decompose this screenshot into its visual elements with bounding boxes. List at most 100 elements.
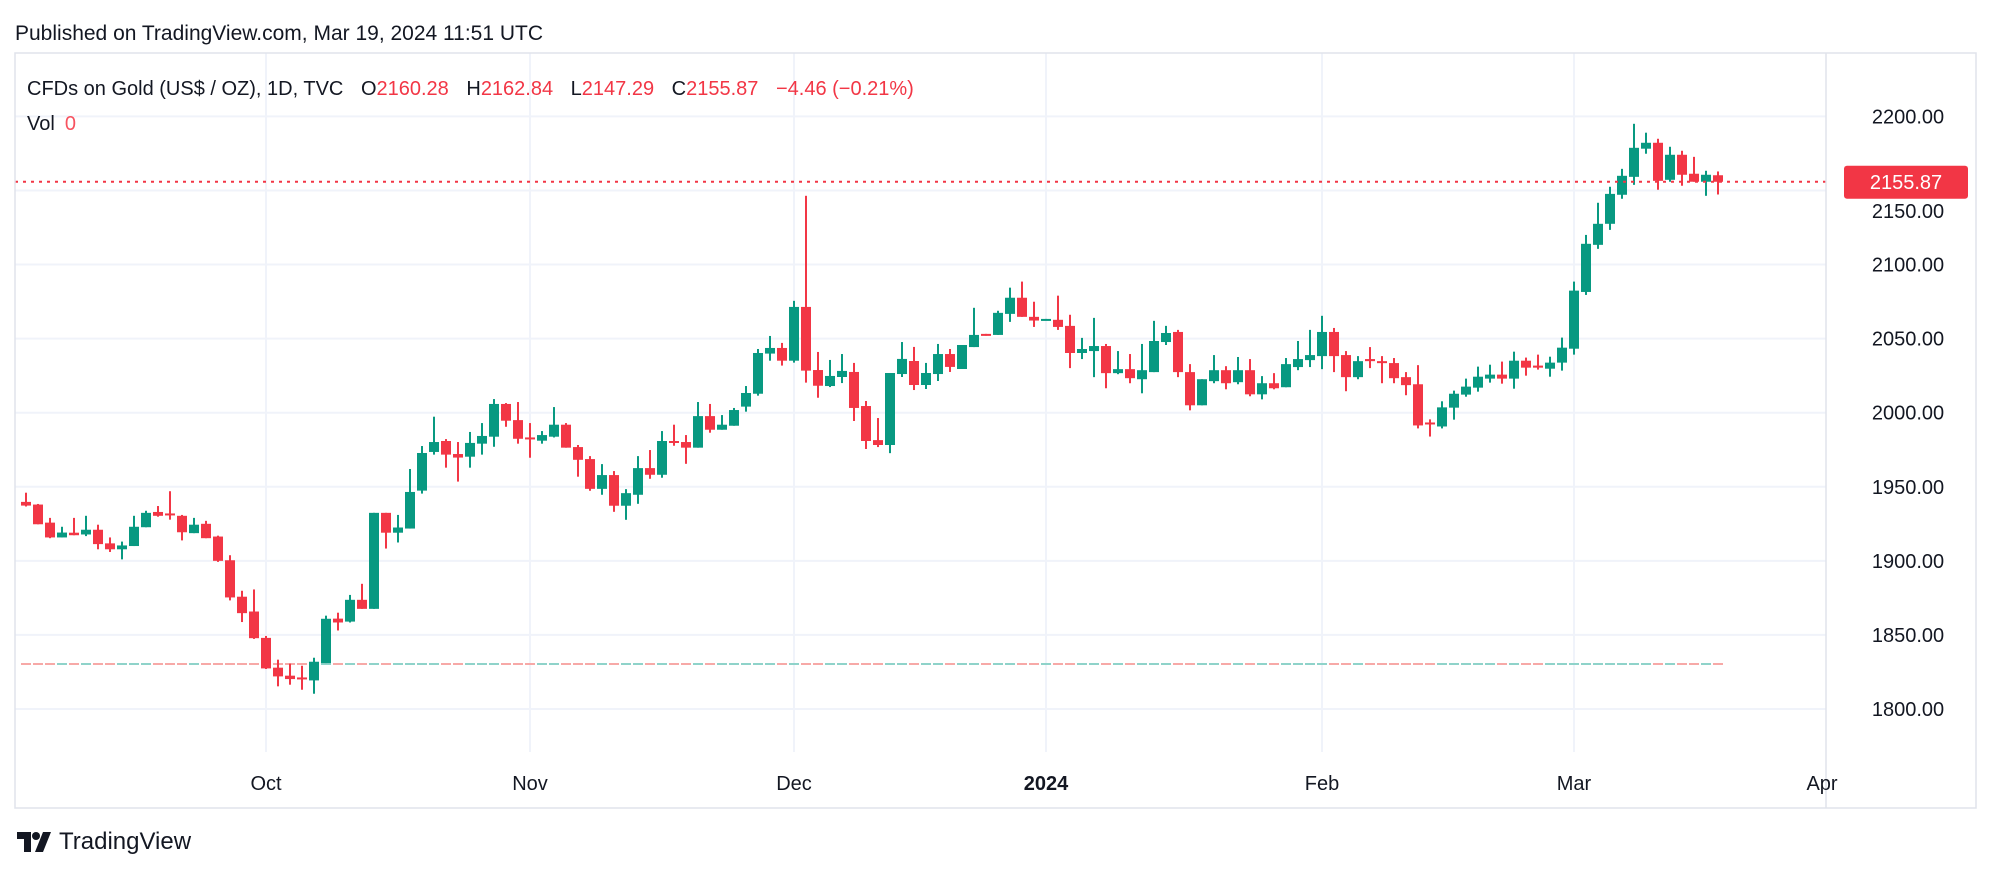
candle[interactable] xyxy=(1713,171,1723,195)
candle[interactable] xyxy=(393,514,403,543)
candle[interactable] xyxy=(885,372,895,454)
candle[interactable] xyxy=(1377,356,1387,384)
candle[interactable] xyxy=(309,657,319,694)
candle[interactable] xyxy=(585,456,595,491)
candle[interactable] xyxy=(477,423,487,455)
candle[interactable] xyxy=(1701,170,1711,196)
candle[interactable] xyxy=(201,520,211,539)
candle[interactable] xyxy=(1653,138,1663,190)
candle[interactable] xyxy=(321,615,331,664)
candle[interactable] xyxy=(381,512,391,549)
candle[interactable] xyxy=(177,514,187,541)
candle[interactable] xyxy=(1209,355,1219,384)
candle[interactable] xyxy=(1017,281,1027,317)
candle[interactable] xyxy=(645,450,655,479)
candle[interactable] xyxy=(1473,366,1483,392)
candle[interactable] xyxy=(1353,356,1363,380)
candle[interactable] xyxy=(525,423,535,458)
candle[interactable] xyxy=(225,555,235,601)
candle[interactable] xyxy=(861,400,871,449)
candle[interactable] xyxy=(417,446,427,494)
candle[interactable] xyxy=(1029,301,1039,327)
candle[interactable] xyxy=(1269,373,1279,390)
candle[interactable] xyxy=(1629,123,1639,185)
candle[interactable] xyxy=(1005,287,1015,322)
candle[interactable] xyxy=(213,535,223,562)
candle[interactable] xyxy=(753,348,763,396)
candle[interactable] xyxy=(1245,359,1255,397)
candle[interactable] xyxy=(1329,327,1339,373)
candle[interactable] xyxy=(849,362,859,421)
candle[interactable] xyxy=(1341,351,1351,392)
candle[interactable] xyxy=(837,354,847,384)
candle[interactable] xyxy=(81,515,91,537)
candle[interactable] xyxy=(1125,354,1135,384)
candle[interactable] xyxy=(981,333,991,336)
candle[interactable] xyxy=(537,431,547,444)
candle[interactable] xyxy=(1593,202,1603,249)
candle[interactable] xyxy=(357,583,367,609)
candle[interactable] xyxy=(693,402,703,448)
candle[interactable] xyxy=(717,415,727,430)
candle[interactable] xyxy=(1581,234,1591,295)
candle[interactable] xyxy=(129,515,139,547)
candle[interactable] xyxy=(1293,340,1303,371)
candle[interactable] xyxy=(1401,372,1411,396)
candle[interactable] xyxy=(1437,401,1447,429)
candle[interactable] xyxy=(1113,351,1123,375)
candle[interactable] xyxy=(1509,351,1519,389)
candle[interactable] xyxy=(1569,281,1579,355)
candle[interactable] xyxy=(1677,150,1687,186)
candle[interactable] xyxy=(1197,379,1207,406)
candle[interactable] xyxy=(57,526,67,538)
candle[interactable] xyxy=(681,435,691,464)
candle[interactable] xyxy=(1173,329,1183,378)
candle[interactable] xyxy=(1413,365,1423,429)
candle[interactable] xyxy=(1557,337,1567,371)
candle[interactable] xyxy=(1233,356,1243,385)
candle[interactable] xyxy=(1461,378,1471,397)
candle[interactable] xyxy=(93,524,103,550)
candle[interactable] xyxy=(333,612,343,631)
candle[interactable] xyxy=(261,635,271,669)
candle[interactable] xyxy=(489,399,499,447)
candle[interactable] xyxy=(273,659,283,687)
candle[interactable] xyxy=(549,407,559,438)
candle[interactable] xyxy=(501,403,511,427)
candle[interactable] xyxy=(945,348,955,372)
candle[interactable] xyxy=(69,517,79,536)
candle[interactable] xyxy=(1053,295,1063,330)
candle[interactable] xyxy=(1101,343,1111,389)
candle[interactable] xyxy=(1521,357,1531,376)
candle[interactable] xyxy=(909,346,919,391)
candle[interactable] xyxy=(453,442,463,482)
candle[interactable] xyxy=(621,489,631,520)
candle[interactable] xyxy=(993,310,1003,335)
candle[interactable] xyxy=(33,503,43,525)
candle[interactable] xyxy=(1389,358,1399,384)
candle[interactable] xyxy=(237,590,247,623)
candle[interactable] xyxy=(1137,343,1147,394)
symbol-title[interactable]: CFDs on Gold (US$ / OZ), 1D, TVC xyxy=(27,78,344,100)
candle[interactable] xyxy=(1077,337,1087,360)
candle[interactable] xyxy=(1365,347,1375,369)
candle[interactable] xyxy=(1305,329,1315,368)
candle[interactable] xyxy=(441,439,451,468)
candle[interactable] xyxy=(729,407,739,426)
candle[interactable] xyxy=(705,403,715,433)
candle[interactable] xyxy=(825,359,835,388)
candle[interactable] xyxy=(1665,146,1675,182)
candle[interactable] xyxy=(741,386,751,412)
candle[interactable] xyxy=(405,468,415,529)
candle[interactable] xyxy=(789,300,799,363)
candle[interactable] xyxy=(465,431,475,468)
candle[interactable] xyxy=(1221,366,1231,390)
candle[interactable] xyxy=(45,517,55,539)
price-axis[interactable]: 1800.00 1850.00 1900.00 1950.00 2000.00 2050.… xyxy=(1872,106,1944,721)
volume-label[interactable]: Vol xyxy=(27,113,55,135)
candle[interactable] xyxy=(1449,390,1459,420)
candle[interactable] xyxy=(189,517,199,534)
candle[interactable] xyxy=(573,444,583,477)
candle[interactable] xyxy=(657,431,667,478)
candle[interactable] xyxy=(813,351,823,398)
